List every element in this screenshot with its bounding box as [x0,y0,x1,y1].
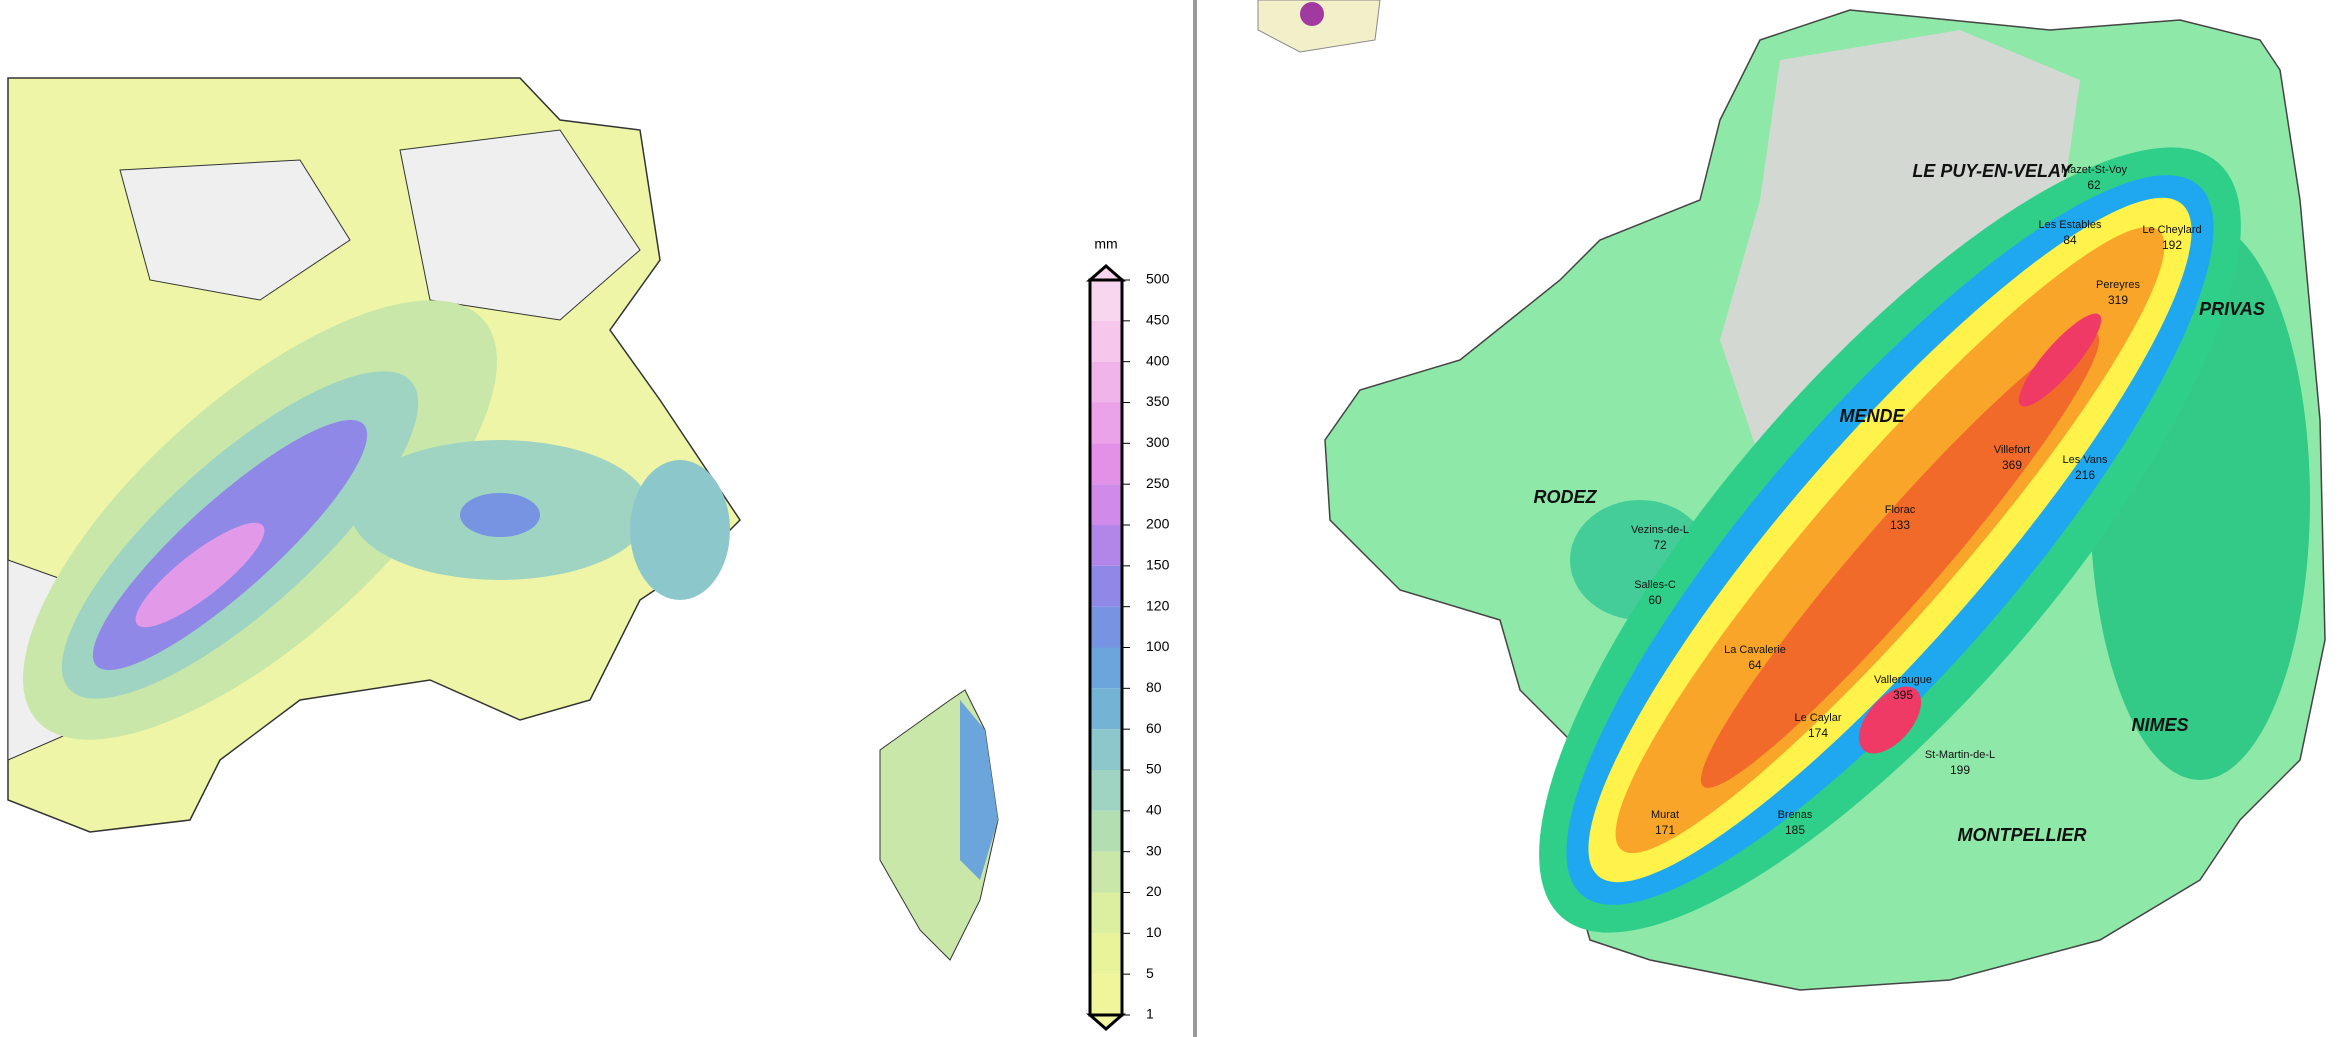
legend-label: 20 [1146,883,1162,899]
legend-swatch [1090,484,1122,525]
legend-swatch [1090,851,1122,893]
station-value: 369 [2002,458,2022,472]
legend-label: 200 [1146,516,1170,532]
station-name: Valleraugue [1874,674,1932,686]
station-value: 174 [1808,726,1828,740]
legend-label: 80 [1146,679,1162,695]
inset [1257,0,1381,53]
station-name: Salles-C [1634,579,1676,591]
legend-swatch [1090,320,1122,362]
city-label: PRIVAS [2199,299,2265,319]
contour [960,700,998,880]
legend-label: 450 [1146,312,1170,328]
left-map [7,0,1197,1037]
legend-swatch [1090,974,1122,1015]
no-data-area [399,129,641,321]
legend-label: 40 [1146,802,1162,818]
station-value: 185 [1785,823,1805,837]
station-value: 60 [1648,593,1662,607]
no-data-area [119,159,351,301]
relief [1720,30,2080,500]
legend-label: 50 [1146,761,1162,777]
legend-swatch [1090,810,1122,852]
city-label: LE PUY-EN-VELAY [1912,161,2073,181]
legend-frame [1088,278,1124,1017]
station-name: Villefort [1994,444,2030,456]
legend-label: 100 [1146,638,1170,654]
city-label: RODEZ [1534,487,1598,507]
station-name: Murat [1651,809,1679,821]
station-name: Florac [1885,504,1916,516]
legend-label: 60 [1146,720,1162,736]
legend-swatch [1090,606,1122,648]
legend-swatch [1090,361,1122,403]
station-value: 171 [1655,823,1675,837]
legend-label: 1 [1146,1006,1154,1022]
legend-label: 30 [1146,842,1162,858]
legend-swatch [1090,525,1122,566]
legend-label: 250 [1146,475,1170,491]
station-name: Brenas [1778,809,1813,821]
contour [630,460,730,600]
contour [1858,686,1922,754]
legend-swatch [1090,933,1122,975]
station-name: La Cavalerie [1724,644,1786,656]
station-name: Vezins-de-L [1631,524,1689,536]
legend-swatch [1090,688,1122,730]
legend-swatch [1090,402,1122,444]
station-name: Le Caylar [1794,712,1841,724]
legend-swatch [1090,647,1122,689]
station-value: 62 [2087,178,2101,192]
station-value: 319 [2108,293,2128,307]
legend-swatch [1090,280,1122,321]
station-name: Mazet-St-Voy [2061,164,2128,176]
inset-mark [1300,2,1324,26]
station-value: 64 [1748,658,1762,672]
station-name: Les Vans [2062,454,2108,466]
legend-label: 5 [1146,965,1154,981]
city-label: NIMES [2131,715,2188,735]
station-value: 216 [2075,468,2095,482]
legend-label: 120 [1146,597,1170,613]
contour [1700,332,2100,788]
legend-arrow [1086,1013,1126,1031]
legend-label: 10 [1146,924,1162,940]
legend-swatch [1090,770,1122,811]
right-map [1257,0,2326,991]
contour [460,493,540,537]
station-value: 84 [2063,233,2077,247]
city-label: MENDE [1839,406,1905,426]
legend-swatch [1090,729,1122,770]
station-value: 133 [1890,518,1910,532]
station-value: 72 [1653,538,1667,552]
city-label: MONTPELLIER [1958,825,2087,845]
station-value: 199 [1950,763,1970,777]
legend-label: 400 [1146,352,1170,368]
contour [2018,313,2102,407]
station-name: Pereyres [2096,279,2141,291]
legend-swatch [1090,892,1122,934]
legend-label: 500 [1146,271,1170,287]
station-value: 192 [2162,238,2182,252]
legend-swatch [1090,443,1122,485]
station-name: St-Martin-de-L [1925,749,1995,761]
station-name: Les Estables [2039,219,2102,231]
legend-label: 150 [1146,557,1170,573]
station-value: 395 [1893,688,1913,702]
legend-label: 350 [1146,393,1170,409]
legend-label: 300 [1146,434,1170,450]
legend-unit: mm [1094,236,1117,252]
contour [135,522,265,628]
legend-swatch [1090,565,1122,607]
legend-arrow [1086,264,1126,282]
station-name: Le Cheylard [2142,224,2201,236]
